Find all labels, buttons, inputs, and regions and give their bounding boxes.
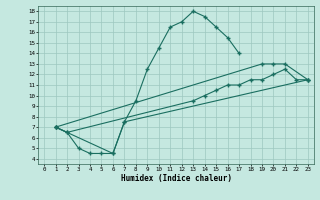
X-axis label: Humidex (Indice chaleur): Humidex (Indice chaleur) (121, 174, 231, 183)
